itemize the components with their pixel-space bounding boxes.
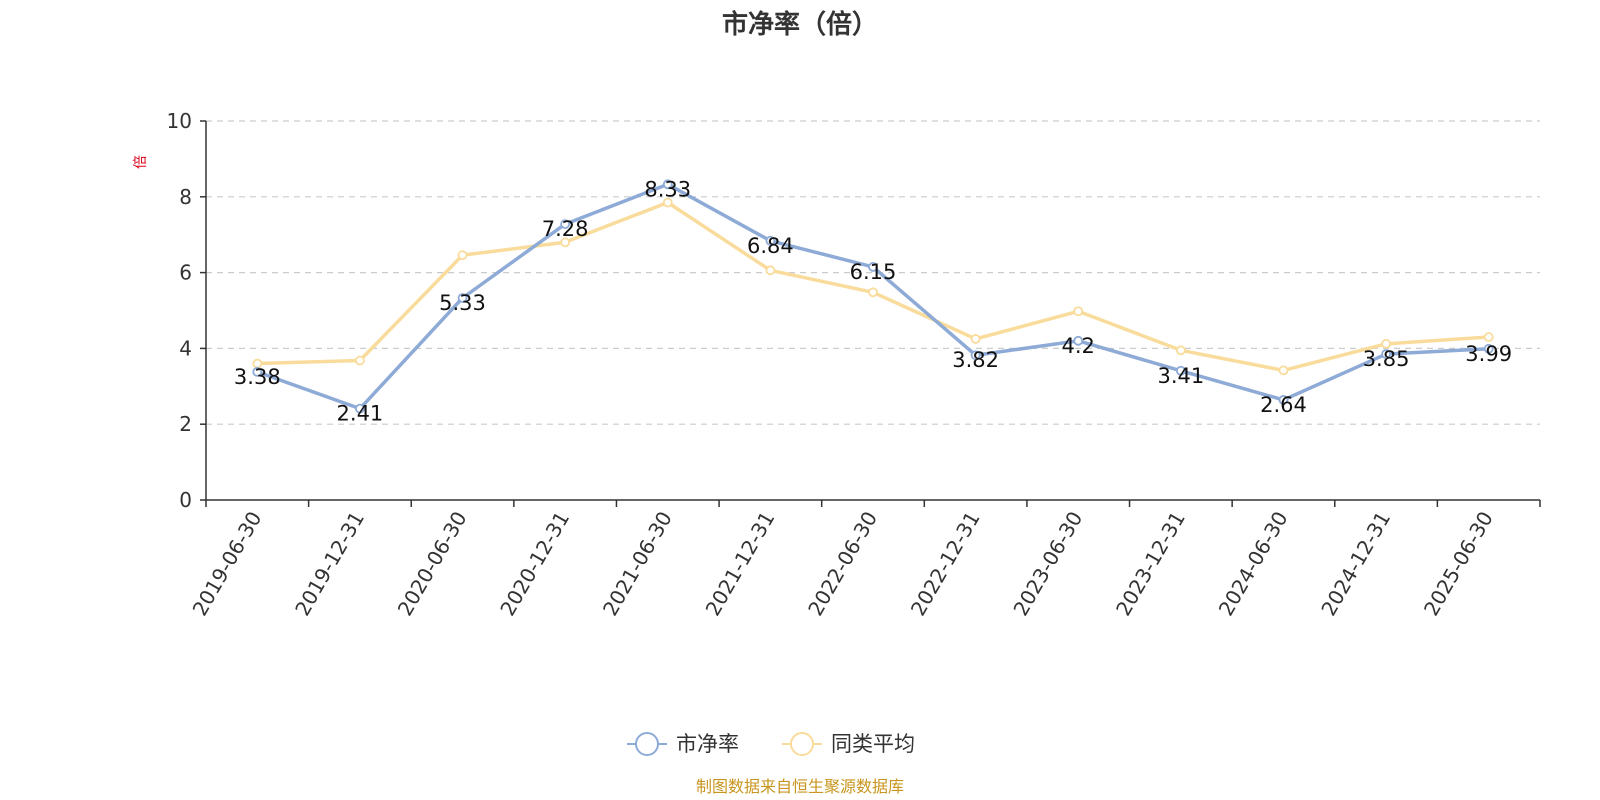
data-label: 3.38 — [234, 365, 281, 389]
data-label: 3.41 — [1157, 364, 1204, 388]
data-label: 4.2 — [1062, 334, 1095, 358]
data-point — [560, 219, 571, 229]
data-label: 2.41 — [337, 402, 384, 426]
x-tick-label: 2023-06-30 — [1008, 507, 1087, 620]
data-point — [1278, 365, 1289, 376]
x-tick-label: 2022-06-30 — [803, 507, 882, 620]
series-同类平均 — [252, 197, 1494, 376]
legend-marker — [635, 732, 659, 756]
legend-label: 同类平均 — [831, 732, 915, 756]
data-point — [970, 350, 981, 361]
data-point — [1381, 349, 1391, 359]
grid-lines — [206, 120, 1540, 425]
data-point — [868, 262, 878, 272]
data-label: 3.82 — [952, 348, 999, 372]
data-label: 7.28 — [542, 217, 589, 241]
y-tick-label: 6 — [179, 261, 192, 285]
x-tick-label: 2020-12-31 — [495, 507, 574, 620]
axes: 0 2 4 6 8 10 2019-06-30 2019-12-31 2020-06-30 202… — [167, 109, 1541, 620]
y-tick-label: 8 — [179, 185, 192, 209]
data-label: 3.99 — [1465, 342, 1512, 366]
x-tick-label: 2021-12-31 — [701, 507, 780, 620]
data-point — [1483, 332, 1494, 342]
data-point — [1483, 343, 1494, 354]
data-label: 8.33 — [644, 177, 691, 201]
x-tick-label: 2022-12-31 — [906, 507, 985, 620]
legend-item-市净率[interactable]: 市净率 — [627, 732, 739, 756]
data-point — [457, 293, 468, 303]
data-point — [1073, 335, 1084, 346]
data-point — [1073, 306, 1084, 317]
data-label: 6.84 — [747, 234, 794, 258]
data-point — [1278, 395, 1289, 405]
x-tick-label: 2024-12-31 — [1316, 507, 1395, 620]
data-label: 5.33 — [439, 291, 486, 315]
y-tick-label: 0 — [179, 488, 192, 512]
series-市净率 — [252, 179, 1494, 414]
series-line — [255, 200, 1491, 373]
data-point — [765, 265, 776, 276]
data-point — [765, 235, 776, 246]
x-tick-label: 2020-06-30 — [393, 507, 472, 620]
data-label: 6.15 — [850, 260, 897, 284]
y-tick-label: 10 — [167, 109, 192, 133]
data-point — [868, 287, 878, 298]
y-tick-label: 4 — [179, 336, 192, 360]
chart-title: 市净率（倍） — [722, 9, 878, 40]
source-note: 制图数据来自恒生聚源数据库 — [696, 777, 904, 796]
series-lines — [252, 179, 1494, 414]
data-point — [457, 250, 468, 261]
data-point — [355, 355, 365, 366]
y-tick-label: 2 — [179, 412, 192, 436]
x-tick-label: 2024-06-30 — [1214, 507, 1293, 620]
legend-item-同类平均[interactable]: 同类平均 — [782, 732, 915, 756]
data-label: 2.64 — [1260, 393, 1307, 417]
data-point — [252, 366, 263, 377]
x-tick-label: 2025-06-30 — [1419, 507, 1498, 620]
data-labels: 3.38 2.41 5.33 7.28 8.33 6.84 6.15 3.82 4.2 3.41 2… — [234, 177, 1512, 425]
x-tick-label: 2019-12-31 — [290, 507, 369, 620]
x-tick-label: 2023-12-31 — [1111, 507, 1190, 620]
data-point — [355, 403, 365, 414]
data-point — [1381, 338, 1391, 349]
x-tick-label: 2019-06-30 — [187, 507, 266, 620]
x-tick-label: 2021-06-30 — [598, 507, 677, 620]
data-point — [662, 179, 673, 190]
legend[interactable]: 市净率 同类平均 — [627, 732, 915, 756]
data-point — [1175, 345, 1186, 356]
data-point — [560, 237, 571, 248]
data-point — [970, 334, 981, 344]
data-point — [662, 197, 673, 208]
legend-label: 市净率 — [676, 732, 739, 756]
data-label: 3.85 — [1363, 347, 1410, 371]
y-axis-unit-label: 倍 — [133, 155, 149, 169]
legend-marker — [790, 732, 814, 756]
data-point — [1175, 365, 1186, 376]
